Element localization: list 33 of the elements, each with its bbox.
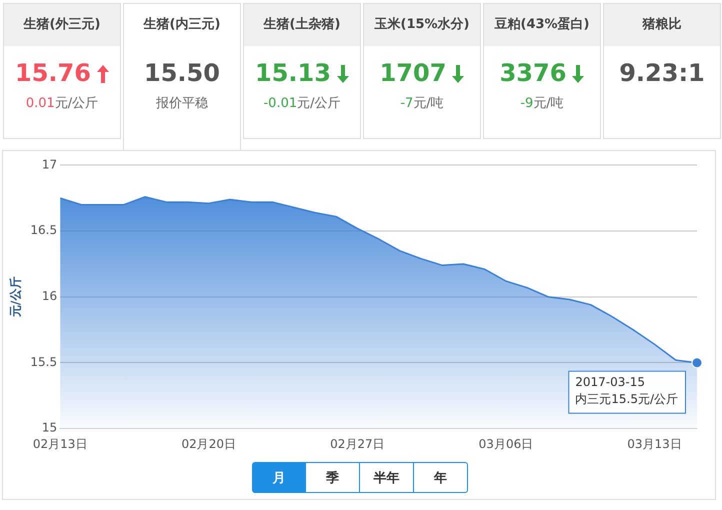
text: -9元/吨 — [519, 95, 565, 112]
text: 9.23:1 — [618, 58, 706, 89]
text: 1707 — [378, 58, 448, 89]
y-tick-label: 15 — [42, 420, 58, 435]
text: 生猪(外三元) — [4, 4, 120, 46]
x-tick-label: 03月13日 — [627, 436, 682, 451]
x-tick-label: 03月06日 — [478, 436, 534, 451]
text: 3376 — [498, 58, 568, 89]
y-tick-label: 17 — [42, 157, 58, 172]
text: 报价平稳 — [155, 95, 209, 112]
text: -0.01元/公斤 — [262, 95, 342, 112]
text: 生猪(土杂猪) — [244, 4, 360, 46]
x-tick-label: 02月20日 — [181, 436, 236, 451]
text: 15.76 — [14, 58, 92, 89]
text: 月 — [252, 462, 306, 493]
x-tick-label: 02月27日 — [330, 436, 385, 451]
text: 季 — [306, 462, 360, 493]
text: 年 — [414, 462, 468, 493]
x-tick-label: 02月13日 — [32, 436, 88, 451]
text: 生猪(内三元) — [124, 4, 240, 46]
text: 0.01元/公斤 — [24, 95, 100, 112]
y-tick-label: 16 — [42, 289, 58, 304]
y-tick-label: 16.5 — [30, 223, 58, 238]
annotation: 2017-03-15 内三元15.5元/公斤 — [575, 374, 678, 406]
y-tick-label: 15.5 — [30, 354, 58, 369]
text: 半年 — [360, 462, 414, 493]
text: -7元/吨 — [399, 95, 445, 112]
y-axis-title: 元/公斤 — [8, 276, 22, 318]
text: 猪粮比 — [604, 4, 720, 46]
text: 15.50 — [143, 58, 221, 89]
text: 玉米(15%水分) — [364, 4, 480, 46]
text: 15.13 — [254, 58, 332, 89]
text: 豆粕(43%蛋白) — [484, 4, 600, 46]
